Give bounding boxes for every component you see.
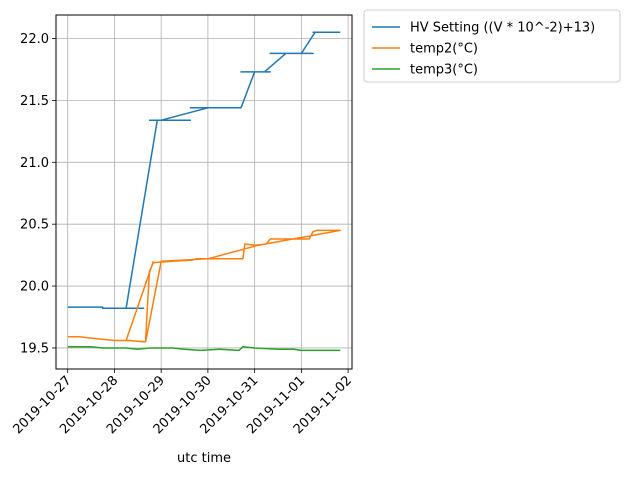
y-tick-label: 21.0 <box>20 156 49 171</box>
plot-frame <box>55 14 353 370</box>
y-tick-label: 21.5 <box>20 94 49 109</box>
series-line-1 <box>67 31 341 310</box>
x-axis-label: utc time <box>177 451 231 466</box>
y-tick-label: 22.0 <box>20 32 49 47</box>
legend-frame <box>363 9 621 83</box>
legend: HV Setting ((V * 10^-2)+13) temp2(°C) temp… <box>363 9 621 83</box>
y-tick-label: 20.5 <box>20 218 49 233</box>
y-tick-label: 20.0 <box>20 280 49 295</box>
legend-label: HV Setting ((V * 10^-2)+13) <box>410 21 595 36</box>
legend-label: temp2(°C) <box>410 42 478 57</box>
series-line-2 <box>67 229 342 343</box>
series-lines <box>67 31 342 352</box>
series-line-3 <box>67 345 341 352</box>
y-tick-label: 19.5 <box>20 341 49 356</box>
legend-entries: HV Setting ((V * 10^-2)+13) temp2(°C) temp… <box>372 21 595 78</box>
legend-label: temp3(°C) <box>410 63 478 78</box>
